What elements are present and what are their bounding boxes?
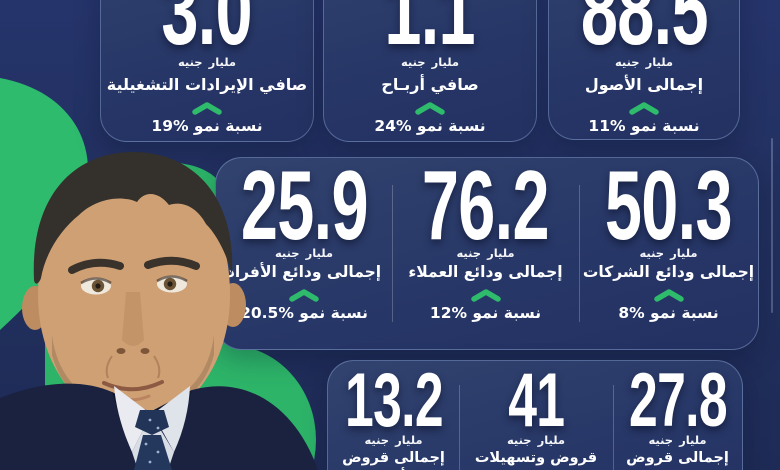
- growth-up-icon: [470, 289, 501, 302]
- stat-unit: مليار جنيه: [639, 246, 698, 260]
- stat-label: إجمالى ودائع الشركات: [582, 263, 755, 281]
- stat-unit: مليار جنيه: [506, 433, 566, 447]
- stat-value: 50.3: [605, 150, 733, 260]
- stat-label: إجمالى قروض الشركات: [626, 450, 729, 470]
- stat-unit: مليار جنيه: [456, 246, 515, 260]
- stat-value: 13.2: [344, 358, 444, 443]
- ceo-portrait: [0, 152, 318, 470]
- growth-up-icon: [289, 289, 319, 302]
- growth-up-icon: [653, 289, 684, 302]
- growth-up-icon: [192, 102, 222, 115]
- stat-unit: مليار جنيه: [400, 55, 460, 69]
- growth-up-icon: [415, 102, 445, 115]
- stat-label: قروض وتسهيلات العملاء: [474, 450, 598, 470]
- stat-growth: نسبة نمو %24: [374, 117, 486, 135]
- stat-label: إجمالى الأصول: [584, 75, 704, 94]
- stat-value: 25.9: [240, 150, 369, 260]
- stat-value: 41: [507, 358, 565, 443]
- stat-card-operating-revenue: 3.0 مليار جنيه صافي الإيرادات التشغيلية …: [100, 0, 314, 142]
- stat-value: 1.1: [384, 0, 476, 65]
- stat-column-individual-deposits: 25.9 مليار جنيه إجمالى ودائع الأفراد نسب…: [216, 150, 392, 349]
- stat-growth: نسبة نمو %20.5: [240, 304, 368, 322]
- stat-unit: مليار جنيه: [177, 55, 237, 69]
- stat-card-net-profit: 1.1 مليار جنيه صافي أربـاح نسبة نمو %24: [323, 0, 537, 142]
- decorative-line: [771, 138, 773, 313]
- stat-column-customer-loans: 41 مليار جنيه قروض وتسهيلات العملاء: [459, 361, 613, 470]
- stat-column-individual-loans: 13.2 مليار جنيه إجمالى قروض الأفراد: [328, 361, 459, 470]
- growth-up-icon: [629, 102, 659, 115]
- stat-label: إجمالى ودائع العملاء: [408, 263, 563, 281]
- stat-growth: نسبة نمو %19: [151, 117, 263, 135]
- stat-column-customer-deposits: 76.2 مليار جنيه إجمالى ودائع العملاء نسب…: [392, 150, 579, 349]
- stat-label: صافي الإيرادات التشغيلية: [106, 75, 308, 94]
- stat-growth: نسبة نمو %12: [429, 304, 542, 322]
- stat-value: 88.5: [580, 0, 709, 65]
- stat-label: إجمالى ودائع الأفراد: [226, 263, 382, 281]
- stat-label: صافي أربـاح: [381, 75, 479, 94]
- stat-column-corporate-loans: 27.8 مليار جنيه إجمالى قروض الشركات: [613, 361, 742, 470]
- stat-label: إجمالى قروض الأفراد: [342, 450, 445, 470]
- stat-growth: نسبة نمو %11: [588, 117, 700, 135]
- stat-unit: مليار جنيه: [364, 433, 423, 447]
- stat-card-loans: 13.2 مليار جنيه إجمالى قروض الأفراد 41 م…: [327, 360, 743, 470]
- stat-card-total-assets: 88.5 مليار جنيه إجمالى الأصول نسبة نمو %…: [548, 0, 740, 140]
- stat-value: 27.8: [628, 358, 728, 443]
- stat-value: 76.2: [422, 150, 550, 260]
- stat-unit: مليار جنيه: [274, 246, 334, 260]
- stat-unit: مليار جنيه: [648, 433, 707, 447]
- stat-column-corporate-deposits: 50.3 مليار جنيه إجمالى ودائع الشركات نسب…: [579, 150, 758, 349]
- stat-card-deposits: 25.9 مليار جنيه إجمالى ودائع الأفراد نسب…: [215, 150, 759, 350]
- stat-growth: نسبة نمو %8: [618, 304, 719, 322]
- stat-unit: مليار جنيه: [614, 55, 674, 69]
- stat-value: 3.0: [161, 0, 253, 65]
